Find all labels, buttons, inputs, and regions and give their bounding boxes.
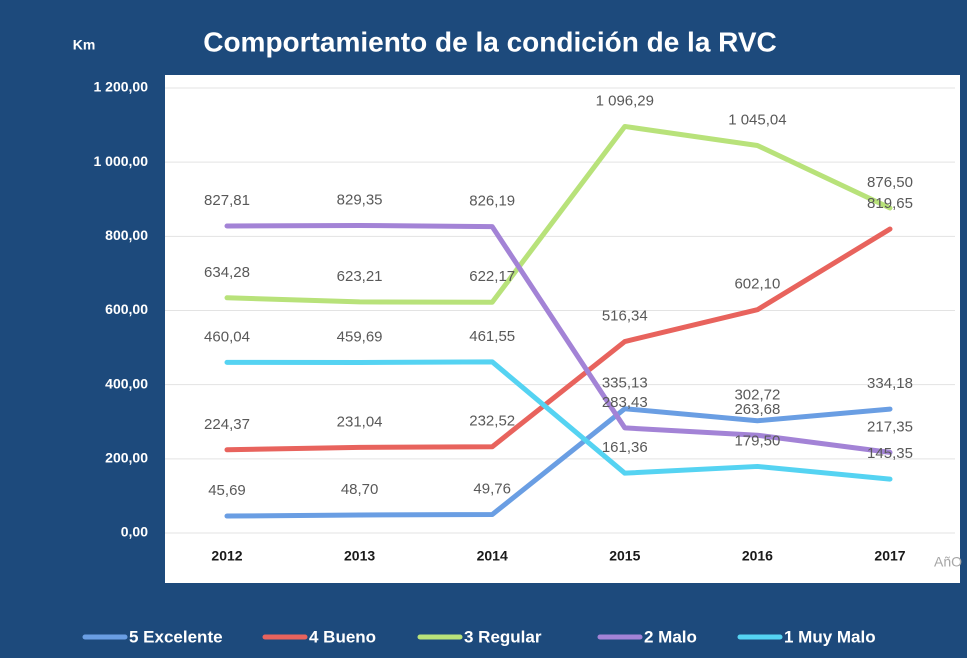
data-label: 217,35 — [867, 418, 913, 435]
legend-label: 3 Regular — [464, 627, 542, 646]
data-label: 224,37 — [204, 416, 250, 433]
data-label: 335,13 — [602, 375, 648, 392]
data-label: 145,35 — [867, 445, 913, 462]
x-tick-label: 2012 — [211, 548, 242, 564]
x-tick-label: 2014 — [477, 548, 508, 564]
x-tick-label: 2015 — [609, 548, 640, 564]
y-tick-label: 200,00 — [105, 450, 148, 466]
x-axis-label: AñO — [934, 554, 962, 570]
legend-label: 1 Muy Malo — [784, 627, 876, 646]
legend-label: 2 Malo — [644, 627, 697, 646]
x-tick-label: 2013 — [344, 548, 375, 564]
y-tick-label: 400,00 — [105, 375, 148, 391]
data-label: 602,10 — [734, 276, 780, 293]
y-tick-label: 800,00 — [105, 227, 148, 243]
series-line — [224, 359, 893, 482]
data-label: 459,69 — [337, 329, 383, 346]
data-label: 45,69 — [208, 482, 246, 499]
data-label: 826,19 — [469, 193, 515, 210]
y-tick-label: 1 200,00 — [94, 79, 149, 95]
data-label: 179,50 — [734, 432, 780, 449]
data-label: 876,50 — [867, 174, 913, 191]
data-label: 232,52 — [469, 413, 515, 430]
series-line — [224, 406, 893, 519]
data-label: 623,21 — [337, 268, 383, 285]
data-label: 1 096,29 — [596, 92, 654, 109]
data-label: 461,55 — [469, 328, 515, 345]
x-tick-label: 2017 — [874, 548, 905, 564]
y-tick-label: 1 000,00 — [94, 153, 149, 169]
data-label: 283,43 — [602, 394, 648, 411]
data-label: 516,34 — [602, 307, 648, 324]
data-label: 622,17 — [469, 268, 515, 285]
series-line — [224, 226, 893, 453]
series-line — [224, 222, 893, 455]
series-line — [224, 123, 893, 305]
legend-label: 4 Bueno — [309, 627, 376, 646]
x-tick-label: 2016 — [742, 548, 773, 564]
data-label: 302,72 — [734, 387, 780, 404]
data-label: 48,70 — [341, 481, 379, 498]
data-label: 827,81 — [204, 192, 250, 209]
y-axis-label: Km — [73, 37, 96, 53]
legend-label: 5 Excelente — [129, 627, 223, 646]
data-label: 334,18 — [867, 375, 913, 392]
data-label: 460,04 — [204, 328, 250, 345]
data-label: 161,36 — [602, 439, 648, 456]
data-label: 231,04 — [337, 413, 383, 430]
chart-title: Comportamiento de la condición de la RVC — [203, 26, 777, 57]
data-label: 49,76 — [473, 481, 511, 498]
data-label: 263,68 — [734, 401, 780, 418]
data-label: 829,35 — [337, 191, 383, 208]
data-label: 819,65 — [867, 195, 913, 212]
y-tick-label: 0,00 — [121, 524, 148, 540]
data-label: 634,28 — [204, 264, 250, 281]
data-label: 1 045,04 — [728, 111, 786, 128]
y-tick-label: 600,00 — [105, 301, 148, 317]
